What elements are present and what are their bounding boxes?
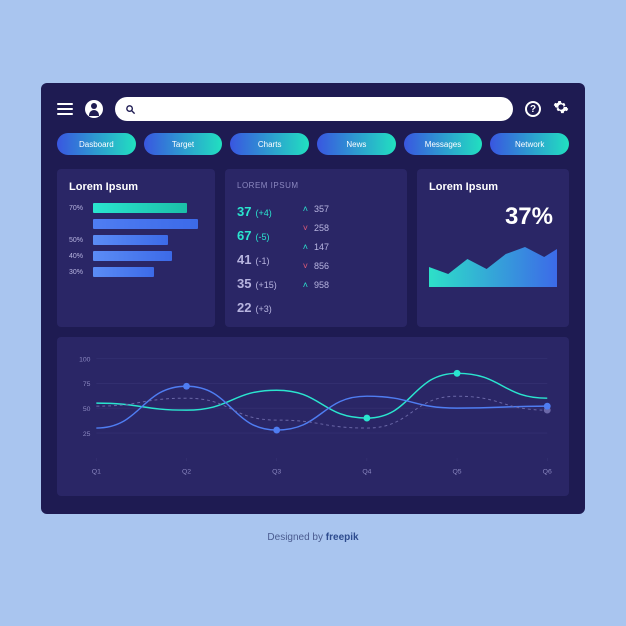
percent-panel: Lorem Ipsum 37% — [417, 169, 569, 327]
nav-tabs: Dasboard Target Charts News Messages Network — [57, 133, 569, 155]
search-input[interactable] — [115, 97, 513, 121]
help-icon[interactable]: ? — [525, 101, 541, 117]
stats-panel: Lorem Ipsum 37 (+4) 67 (-5) 41 (-1) 35 (… — [225, 169, 407, 327]
svg-text:50: 50 — [83, 406, 91, 413]
tab-dasboard[interactable]: Dasboard — [57, 133, 136, 155]
user-avatar-icon[interactable] — [85, 100, 103, 118]
trend-item: ˅ 258 — [303, 223, 329, 233]
arrow-up-icon: ˄ — [303, 204, 308, 214]
arrow-down-icon: ˅ — [303, 223, 308, 233]
stat-item: 22 (+3) — [237, 300, 277, 315]
top-bar: ? — [57, 97, 569, 121]
percent-panel-title: Lorem Ipsum — [429, 181, 557, 193]
hbar-label: 50% — [69, 237, 87, 244]
stat-item: 67 (-5) — [237, 228, 277, 243]
tab-target[interactable]: Target — [144, 133, 223, 155]
tab-charts[interactable]: Charts — [230, 133, 309, 155]
arrow-up-icon: ˄ — [303, 280, 308, 290]
line-chart-panel: 100 75 50 25 Q1 Q2 Q3 Q4 Q5 Q6 — [57, 337, 569, 496]
svg-text:Q2: Q2 — [182, 469, 191, 476]
tab-network[interactable]: Network — [490, 133, 569, 155]
tab-messages[interactable]: Messages — [404, 133, 483, 155]
area-chart — [429, 239, 557, 287]
hbar-row: 30% — [69, 267, 203, 277]
bars-panel: Lorem Ipsum 70% 50% 40% 30% — [57, 169, 215, 327]
stat-item: 37 (+4) — [237, 204, 277, 219]
svg-text:25: 25 — [83, 431, 91, 438]
credit-text: Designed by freepik — [267, 532, 358, 543]
svg-text:75: 75 — [83, 381, 91, 388]
trend-item: ˅ 856 — [303, 261, 329, 271]
hbar-row: 50% — [69, 235, 203, 245]
trend-item: ˄ 357 — [303, 204, 329, 214]
svg-text:100: 100 — [79, 356, 91, 363]
settings-icon[interactable] — [553, 99, 569, 120]
arrow-down-icon: ˅ — [303, 261, 308, 271]
hbar-label: 70% — [69, 205, 87, 212]
svg-text:Q5: Q5 — [453, 469, 462, 476]
bars-panel-title: Lorem Ipsum — [69, 181, 203, 193]
stat-item: 35 (+15) — [237, 276, 277, 291]
percent-value: 37% — [429, 203, 553, 231]
svg-text:Q6: Q6 — [543, 469, 552, 476]
tab-news[interactable]: News — [317, 133, 396, 155]
arrow-up-icon: ˄ — [303, 242, 308, 252]
search-icon — [125, 104, 136, 115]
hbar-label: 40% — [69, 253, 87, 260]
line-chart: 100 75 50 25 Q1 Q2 Q3 Q4 Q5 Q6 — [69, 349, 557, 479]
trend-item: ˄ 958 — [303, 280, 329, 290]
svg-text:Q4: Q4 — [362, 469, 371, 476]
svg-text:Q3: Q3 — [272, 469, 281, 476]
svg-text:Q1: Q1 — [92, 469, 101, 476]
menu-icon[interactable] — [57, 103, 73, 115]
stat-item: 41 (-1) — [237, 252, 277, 267]
trend-item: ˄ 147 — [303, 242, 329, 252]
hbar-label: 30% — [69, 269, 87, 276]
stats-subtitle: Lorem Ipsum — [237, 181, 395, 190]
hbar-row: 40% — [69, 251, 203, 261]
dashboard-window: ? Dasboard Target Charts News Messages Networ… — [41, 83, 585, 514]
hbar-row: 70% — [69, 203, 203, 213]
hbar-row — [69, 219, 203, 229]
